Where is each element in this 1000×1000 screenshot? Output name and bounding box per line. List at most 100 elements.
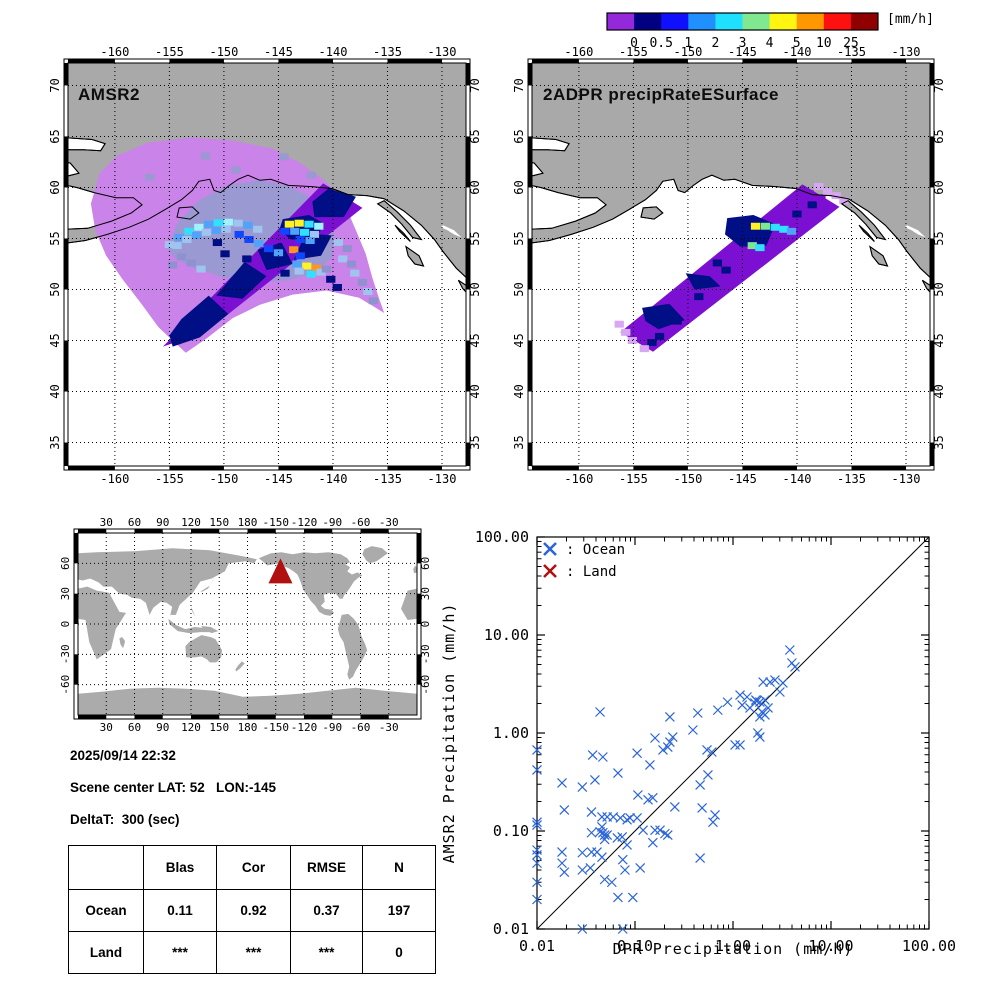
svg-text:0.01: 0.01	[519, 937, 555, 955]
svg-text:-150: -150	[263, 516, 290, 529]
svg-text:-135: -135	[373, 472, 402, 486]
svg-text:35: 35	[48, 435, 62, 449]
svg-text:70: 70	[512, 78, 526, 92]
svg-text:30: 30	[419, 587, 432, 600]
table-cell: ***	[290, 931, 363, 974]
table-cell	[68, 845, 144, 890]
svg-text:-120: -120	[291, 516, 318, 529]
scatter-x-axis-label: DPR Precipitation (mm/h)	[612, 940, 854, 958]
colorbar: 0 0.5 1 2 3 4 5 10 25	[606, 12, 879, 51]
svg-text:-160: -160	[100, 472, 129, 486]
svg-text:180: 180	[238, 516, 258, 529]
table-cell: 0	[362, 931, 436, 974]
svg-text:35: 35	[468, 435, 482, 449]
svg-text:0.10: 0.10	[493, 822, 529, 840]
svg-text:150: 150	[209, 721, 229, 734]
table-cell: N	[362, 845, 436, 890]
svg-text:0.5: 0.5	[649, 36, 672, 51]
scene-datetime: 2025/09/14 22:32	[70, 748, 176, 763]
scatter-y-axis-label: AMSR2 Precipitation (mm/h)	[440, 602, 458, 864]
svg-text:120: 120	[181, 516, 201, 529]
svg-text:55: 55	[48, 231, 62, 245]
colorbar-unit-label: [mm/h]	[887, 12, 934, 27]
table-header-row: Blas Cor RMSE N	[68, 845, 436, 890]
table-cell: 197	[362, 889, 436, 932]
svg-text:55: 55	[512, 231, 526, 245]
table-cell: 0.11	[143, 889, 217, 932]
table-cell: ***	[143, 931, 217, 974]
table-cell: ***	[216, 931, 291, 974]
table-cell: Ocean	[68, 889, 144, 932]
table-cell: 0.92	[216, 889, 291, 932]
table-cell: RMSE	[290, 845, 363, 890]
svg-text:70: 70	[48, 78, 62, 92]
svg-text:45: 45	[512, 333, 526, 347]
svg-text:45: 45	[48, 333, 62, 347]
svg-text:-150: -150	[263, 721, 290, 734]
svg-text:60: 60	[59, 557, 72, 570]
svg-text:30: 30	[100, 721, 113, 734]
svg-text:0: 0	[630, 36, 638, 51]
svg-text:4: 4	[766, 36, 774, 51]
svg-text:-130: -130	[892, 472, 921, 486]
svg-text:0: 0	[59, 621, 72, 628]
svg-text:-60: -60	[351, 721, 371, 734]
svg-text:-150: -150	[209, 45, 238, 59]
svg-text:5: 5	[793, 36, 801, 51]
svg-text:-140: -140	[783, 45, 812, 59]
svg-text:55: 55	[932, 231, 946, 245]
svg-text:45: 45	[468, 333, 482, 347]
svg-text:-155: -155	[155, 45, 184, 59]
svg-text:-140: -140	[319, 45, 348, 59]
svg-text:-160: -160	[100, 45, 129, 59]
svg-text:30: 30	[59, 587, 72, 600]
svg-text:-90: -90	[322, 721, 342, 734]
stats-table: Blas Cor RMSE N Ocean 0.11 0.92 0.37 197 Land *** *…	[68, 845, 436, 974]
svg-text:-150: -150	[673, 45, 702, 59]
svg-text:-30: -30	[379, 516, 399, 529]
svg-text:90: 90	[156, 516, 169, 529]
svg-text:-30: -30	[379, 721, 399, 734]
svg-text:55: 55	[468, 231, 482, 245]
dpr-map-title: 2ADPR precipRateESurface	[543, 85, 779, 104]
scene-location-marker	[268, 558, 293, 584]
svg-text:-135: -135	[837, 472, 866, 486]
svg-text:-150: -150	[673, 472, 702, 486]
table-cell: Blas	[143, 845, 217, 890]
svg-text:-60: -60	[59, 675, 72, 695]
svg-text:-120: -120	[291, 721, 318, 734]
table-row: Ocean 0.11 0.92 0.37 197	[68, 889, 436, 932]
svg-text:50: 50	[468, 282, 482, 296]
legend-label-land: : Land	[566, 564, 617, 580]
svg-text:100.00: 100.00	[475, 528, 529, 546]
svg-text:-145: -145	[728, 45, 757, 59]
svg-text:-130: -130	[428, 45, 457, 59]
svg-text:0: 0	[419, 621, 432, 628]
svg-text:-135: -135	[373, 45, 402, 59]
svg-text:-155: -155	[619, 45, 648, 59]
svg-text:-140: -140	[319, 472, 348, 486]
svg-text:1.00: 1.00	[715, 937, 751, 955]
svg-text:70: 70	[932, 78, 946, 92]
svg-text:-155: -155	[619, 472, 648, 486]
svg-text:-135: -135	[837, 45, 866, 59]
svg-text:25: 25	[843, 36, 859, 51]
svg-text:65: 65	[468, 129, 482, 143]
svg-text:-160: -160	[564, 45, 593, 59]
scatter-plot: 0.010.01 0.10 0.10 1.00 1.00 10.00 10.00 100.00…	[475, 528, 956, 955]
svg-text:3: 3	[739, 36, 747, 51]
svg-text:65: 65	[932, 129, 946, 143]
svg-text:-145: -145	[264, 472, 293, 486]
svg-text:60: 60	[128, 516, 141, 529]
amsr2-map-title: AMSR2	[78, 85, 141, 104]
svg-text:60: 60	[512, 180, 526, 194]
scene-center-text: Scene center LAT: 52 LON:-145	[70, 780, 277, 795]
svg-text:60: 60	[128, 721, 141, 734]
svg-text:60: 60	[419, 557, 432, 570]
svg-text:10.00: 10.00	[484, 626, 529, 644]
svg-text:40: 40	[468, 384, 482, 398]
svg-text:45: 45	[932, 333, 946, 347]
svg-text:-30: -30	[59, 644, 72, 664]
svg-text:35: 35	[512, 435, 526, 449]
